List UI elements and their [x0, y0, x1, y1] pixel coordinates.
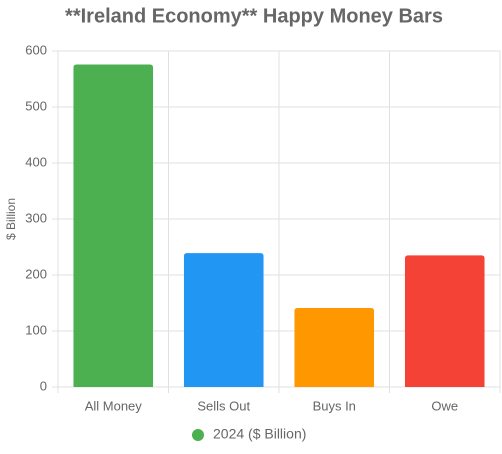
y-tick-label: 500	[25, 98, 47, 113]
bar	[404, 255, 485, 387]
bar	[294, 308, 375, 387]
legend-marker	[192, 429, 204, 441]
bar	[73, 64, 154, 387]
y-axis-label: $ Billion	[4, 198, 18, 240]
legend-label: 2024 ($ Billion)	[213, 426, 306, 442]
y-tick-label: 400	[25, 154, 47, 169]
x-tick-label: Owe	[431, 398, 458, 413]
x-tick-label: Buys In	[313, 398, 356, 413]
y-tick-label: 0	[40, 378, 47, 393]
y-tick-label: 100	[25, 322, 47, 337]
chart-title: **Ireland Economy** Happy Money Bars	[65, 5, 443, 27]
y-tick-label: 600	[25, 42, 47, 57]
x-tick-label: All Money	[85, 398, 143, 413]
bar	[183, 253, 264, 387]
x-tick-label: Sells Out	[197, 398, 250, 413]
y-tick-label: 300	[25, 210, 47, 225]
y-tick-label: 200	[25, 266, 47, 281]
